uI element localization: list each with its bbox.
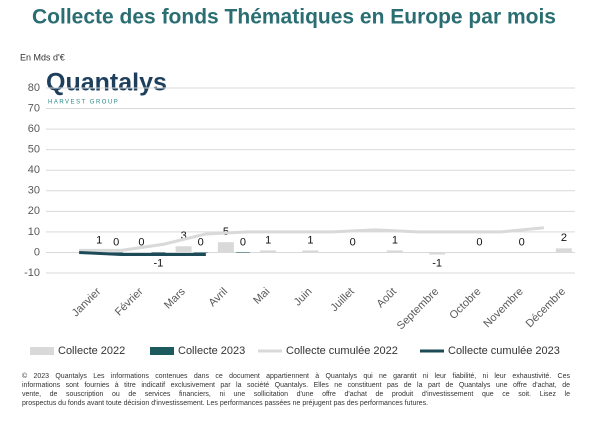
- bar: [429, 252, 446, 255]
- logo-group: HARVEST GROUP: [48, 100, 119, 106]
- chart: Collecte des fonds Thématiques en Europe…: [20, 6, 575, 357]
- y-tick-label: 80: [28, 82, 40, 94]
- bar: [386, 250, 403, 253]
- legend-label: Collecte cumulée 2022: [286, 345, 398, 357]
- bar: [133, 252, 150, 253]
- footer: © 2023 Quantalys Les informations conten…: [22, 372, 570, 408]
- legend-swatch: [30, 347, 54, 355]
- y-tick-label: 20: [28, 205, 40, 217]
- y-axis-label: En Mds d'€: [20, 52, 65, 62]
- data-label: 2: [561, 232, 567, 244]
- chart-title: Collecte des fonds Thématiques en Europe…: [32, 6, 556, 29]
- data-label: 0: [519, 236, 525, 248]
- bar: [193, 252, 208, 253]
- data-label: -1: [432, 257, 442, 269]
- x-tick-label: Janvier: [70, 285, 104, 319]
- data-label: 0: [240, 236, 246, 248]
- bar: [175, 246, 192, 253]
- data-label: 0: [476, 236, 482, 248]
- x-tick-label: Février: [113, 285, 146, 318]
- y-tick-label: 0: [34, 246, 40, 258]
- data-label: 1: [265, 234, 271, 246]
- bar: [555, 248, 572, 253]
- footer-line: © 2023 Quantalys Les informations conten…: [22, 373, 570, 380]
- y-tick-label: 70: [28, 102, 40, 114]
- x-tick-label: Mars: [162, 285, 188, 311]
- y-tick-label: -10: [24, 267, 40, 279]
- bar: [217, 242, 234, 253]
- x-tick-label: Novembre: [481, 286, 525, 330]
- data-label: -1: [153, 257, 163, 269]
- y-tick-label: 40: [28, 164, 40, 176]
- y-tick-label: 50: [28, 144, 40, 156]
- bar: [471, 252, 488, 253]
- bar: [235, 252, 250, 253]
- line: [79, 226, 545, 252]
- x-tick-label: Avril: [207, 286, 230, 309]
- y-tick-label: 60: [28, 123, 40, 135]
- data-label: 0: [198, 236, 204, 248]
- footer-line: vente, de souscription ou de services fi…: [22, 391, 570, 398]
- data-label: 1: [307, 234, 313, 246]
- logo: Quantalys: [46, 69, 167, 97]
- y-tick-label: 10: [28, 226, 40, 238]
- bar: [260, 250, 277, 253]
- data-label: 3: [181, 230, 187, 242]
- x-tick-label: Octobre: [447, 286, 483, 322]
- legend-label: Collecte 2022: [58, 345, 125, 357]
- x-tick-label: Août: [375, 286, 399, 310]
- data-label: 1: [96, 234, 102, 246]
- footer-line: prospectus du fonds avant toute décision…: [22, 400, 429, 407]
- bar: [513, 252, 530, 253]
- y-tick-label: 30: [28, 185, 40, 197]
- footer-line: informations sont fournies à titre indic…: [22, 382, 570, 389]
- x-tick-label: Juillet: [328, 286, 356, 314]
- legend-label: Collecte 2023: [178, 345, 245, 357]
- bar: [302, 250, 319, 253]
- line: [79, 250, 206, 256]
- bar: [109, 252, 124, 253]
- data-label: 0: [138, 236, 144, 248]
- data-label: 1: [392, 234, 398, 246]
- x-tick-label: Juin: [292, 286, 315, 309]
- x-tick-label: Décembre: [524, 286, 568, 330]
- bar: [344, 252, 361, 253]
- data-label: 0: [350, 236, 356, 248]
- legend-swatch: [150, 347, 174, 355]
- data-label: 0: [113, 236, 119, 248]
- legend-label: Collecte cumulée 2023: [448, 345, 560, 357]
- x-tick-label: Septembre: [395, 286, 442, 333]
- x-tick-label: Mai: [251, 286, 272, 307]
